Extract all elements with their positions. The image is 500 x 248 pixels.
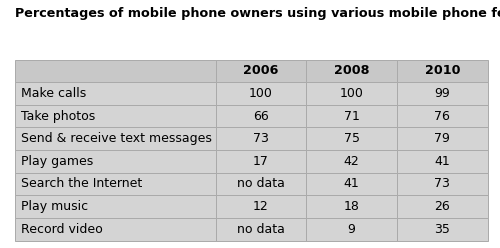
Text: Percentages of mobile phone owners using various mobile phone features: Percentages of mobile phone owners using… <box>15 7 500 20</box>
Text: Send & receive text messages: Send & receive text messages <box>21 132 212 145</box>
Text: 12: 12 <box>253 200 269 213</box>
Text: 66: 66 <box>253 110 269 123</box>
Text: 2006: 2006 <box>243 64 278 77</box>
Text: 79: 79 <box>434 132 450 145</box>
Text: 35: 35 <box>434 223 450 236</box>
Text: 2010: 2010 <box>424 64 460 77</box>
Text: 41: 41 <box>434 155 450 168</box>
Text: no data: no data <box>237 178 285 190</box>
Text: 2008: 2008 <box>334 64 370 77</box>
Text: 73: 73 <box>253 132 269 145</box>
Text: 76: 76 <box>434 110 450 123</box>
Text: Make calls: Make calls <box>21 87 86 100</box>
Text: 75: 75 <box>344 132 359 145</box>
Text: 17: 17 <box>253 155 269 168</box>
Text: 42: 42 <box>344 155 360 168</box>
Text: 26: 26 <box>434 200 450 213</box>
Text: 9: 9 <box>348 223 356 236</box>
Text: 73: 73 <box>434 178 450 190</box>
Text: Play music: Play music <box>21 200 88 213</box>
Text: Take photos: Take photos <box>21 110 95 123</box>
Text: no data: no data <box>237 223 285 236</box>
Text: Search the Internet: Search the Internet <box>21 178 142 190</box>
Text: 18: 18 <box>344 200 359 213</box>
Text: 71: 71 <box>344 110 359 123</box>
Text: Record video: Record video <box>21 223 103 236</box>
Text: Play games: Play games <box>21 155 93 168</box>
Text: 100: 100 <box>249 87 273 100</box>
Text: 99: 99 <box>434 87 450 100</box>
Text: 100: 100 <box>340 87 363 100</box>
Text: 41: 41 <box>344 178 360 190</box>
